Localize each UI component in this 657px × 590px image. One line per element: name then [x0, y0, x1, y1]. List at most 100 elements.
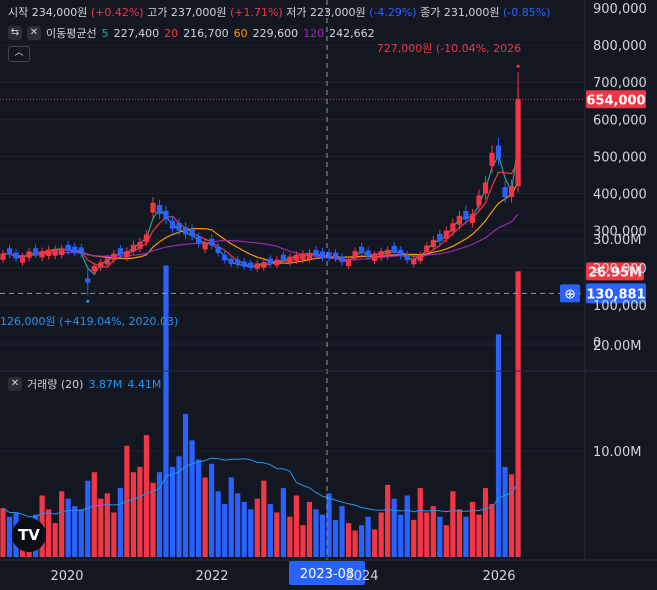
crosshair-price-box [586, 283, 646, 304]
candle-body [508, 186, 515, 198]
candle-body [287, 256, 293, 263]
link-icon[interactable]: ⇆ [8, 26, 22, 40]
candle-body [46, 249, 52, 257]
volume-bar [182, 413, 189, 557]
volume-bar [117, 488, 123, 557]
volume-bar [163, 265, 169, 557]
volume-bar [443, 525, 449, 557]
candle-body [117, 248, 123, 255]
price-tick-label: 900,000 [593, 2, 647, 17]
close-icon[interactable]: ✕ [27, 26, 41, 40]
volume-bar [404, 495, 410, 557]
high-annotation: 727,000원 (-10.04%, 2026 [377, 42, 521, 55]
candle-body [209, 238, 215, 246]
volume-bar [65, 498, 71, 557]
candle-body [163, 210, 169, 220]
volume-bar [319, 514, 326, 557]
chart-overlay: 654,000 ⊕ 130,881 2023-08 26.95M 727,000원 (-1… [0, 0, 646, 585]
volume-bar [156, 472, 163, 557]
volume-value-1: 3.87M [88, 377, 123, 391]
volume-legend: ✕ 거래량 (20) 3.87M 4.41M [8, 376, 161, 392]
volume-bar [515, 271, 521, 557]
candle-body [293, 254, 299, 261]
candle-body [72, 246, 78, 253]
candle-body [130, 244, 136, 252]
volume-value-2: 4.41M [127, 377, 162, 391]
volume-bar [241, 501, 247, 557]
time-tick-label: 2022 [195, 569, 228, 584]
volume-bar [143, 435, 150, 557]
volume-tick-label: 30.00M [593, 233, 641, 248]
crosshair-time-label: 2023-08 [300, 567, 354, 582]
candle-body [65, 244, 71, 252]
close-icon[interactable]: ✕ [8, 377, 22, 391]
volume-bar [378, 512, 384, 557]
candle-body [352, 251, 358, 258]
candle-body [33, 248, 39, 255]
candle-body [104, 258, 110, 265]
candle-body [391, 245, 397, 253]
candle-body [228, 258, 234, 265]
candle-body [417, 254, 423, 261]
candle-body [424, 245, 430, 253]
ma20-line [2, 159, 519, 268]
collapse-legend-button[interactable]: ︿ [8, 46, 30, 62]
volume-bar [59, 491, 65, 557]
plus-icon: ⊕ [564, 286, 576, 302]
candle-body [280, 254, 286, 261]
candle-body [235, 259, 241, 265]
candle-body [143, 234, 150, 242]
volume-bar [91, 472, 97, 557]
volume-bar [424, 512, 430, 557]
candle-body [476, 195, 482, 206]
candle-body [495, 145, 502, 159]
volume-bar [228, 477, 234, 557]
volume-bar [306, 501, 313, 557]
volume-bar [398, 514, 404, 557]
volume-bar [456, 509, 462, 557]
volume-ma-line [2, 457, 519, 518]
candle-body [463, 210, 469, 220]
ma20-period: 20 [164, 26, 179, 40]
candle-body [176, 222, 182, 231]
ma20-value: 216,700 [183, 26, 229, 40]
candle-body [267, 258, 273, 265]
candle-body [385, 249, 391, 257]
volume-bar [46, 509, 52, 557]
tradingview-logo-icon[interactable]: TV [12, 518, 46, 552]
volume-tick-label: 10.00M [593, 445, 641, 460]
candle-body [306, 252, 313, 260]
candle-body [13, 252, 19, 259]
price-candles [0, 72, 521, 296]
candle-body [111, 253, 117, 260]
low-annotation: 126,000원 (+419.04%, 2020.03) [0, 315, 178, 328]
volume-bar [359, 525, 365, 557]
ma5-line [2, 142, 519, 276]
candle-body [182, 226, 189, 235]
volume-bar [235, 493, 241, 557]
low-value: 223,000원 [309, 6, 366, 19]
candle-body [254, 263, 260, 269]
volume-bar [150, 482, 156, 557]
volume-bar [450, 491, 456, 557]
candle-body [137, 241, 143, 249]
volume-bar [300, 525, 306, 557]
candle-body [202, 242, 208, 250]
price-tick-label: 400,000 [593, 188, 647, 203]
candle-body [300, 253, 306, 260]
volume-bar [287, 516, 293, 557]
candle-body [515, 99, 521, 187]
candle-body [52, 249, 58, 256]
high-marker [516, 64, 520, 68]
volume-bar [463, 516, 469, 557]
price-tick-label: 300,000 [593, 225, 647, 240]
volume-bar [372, 529, 378, 557]
candle-body [78, 247, 84, 254]
volume-bar [0, 508, 6, 557]
add-alert-button [560, 284, 580, 303]
volume-bar [482, 488, 489, 557]
candle-body [6, 248, 13, 255]
candle-body [359, 246, 365, 253]
volume-bar [345, 523, 352, 557]
